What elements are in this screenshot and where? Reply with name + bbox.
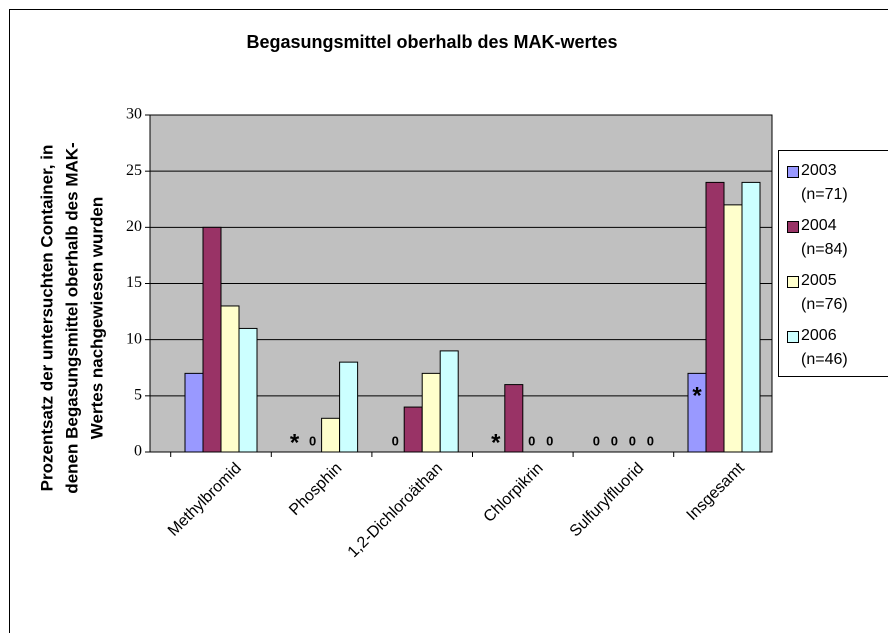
bar xyxy=(321,417,341,453)
bar xyxy=(220,305,240,453)
legend-swatch xyxy=(787,221,799,233)
plot-border xyxy=(149,114,773,453)
legend-entry: 2005 (n=76) xyxy=(787,269,871,317)
bar xyxy=(504,384,524,453)
legend-label: 2003 (n=71) xyxy=(801,162,848,203)
legend-entry: 2004 (n=84) xyxy=(787,214,871,262)
y-tick-label: 0 xyxy=(134,443,142,460)
bar xyxy=(339,361,359,453)
y-tick-label: 15 xyxy=(126,274,142,291)
legend-swatch xyxy=(787,331,799,343)
legend-entry: 2006 (n=46) xyxy=(787,324,871,372)
annotation: * xyxy=(491,429,501,456)
bar xyxy=(238,327,258,453)
bar xyxy=(184,372,204,453)
legend-entry: 2003 (n=71) xyxy=(787,159,871,207)
value-label: 0 xyxy=(528,433,535,448)
y-tick-label: 20 xyxy=(126,218,142,235)
legend-label: 2005 (n=76) xyxy=(801,272,848,313)
bar xyxy=(723,204,743,453)
bar xyxy=(202,226,222,453)
bar xyxy=(403,406,423,453)
y-tick-label: 10 xyxy=(126,330,142,347)
value-label: 0 xyxy=(309,433,316,448)
value-label: 0 xyxy=(546,433,553,448)
value-label: 0 xyxy=(593,433,600,448)
bar xyxy=(421,372,441,453)
y-tick-label: 25 xyxy=(126,162,142,179)
value-label: 0 xyxy=(629,433,636,448)
value-label: 0 xyxy=(611,433,618,448)
annotation: * xyxy=(692,382,702,409)
bar xyxy=(439,350,459,453)
y-tick-label: 5 xyxy=(134,387,142,404)
legend-label: 2004 (n=84) xyxy=(801,217,848,258)
chart-title: Begasungsmittel oberhalb des MAK-wertes xyxy=(246,32,617,52)
legend-label: 2006 (n=46) xyxy=(801,327,848,368)
bar xyxy=(705,181,725,453)
y-axis-label: denen Begasungsmittel oberhalb des MAK- xyxy=(62,142,81,493)
bar xyxy=(741,181,761,453)
value-label: 0 xyxy=(392,433,399,448)
y-tick-label: 30 xyxy=(126,106,142,123)
value-label: 0 xyxy=(647,433,654,448)
legend: 2003 (n=71) 2004 (n=84) 2005 (n=76) 2006 (n… xyxy=(778,150,888,377)
legend-swatch xyxy=(787,276,799,288)
y-axis-label: Wertes nachgewiesen wurden xyxy=(87,197,106,439)
annotation: * xyxy=(290,429,300,456)
legend-swatch xyxy=(787,166,799,178)
y-axis-label: Prozentsatz der untersuchten Container, … xyxy=(37,145,56,492)
